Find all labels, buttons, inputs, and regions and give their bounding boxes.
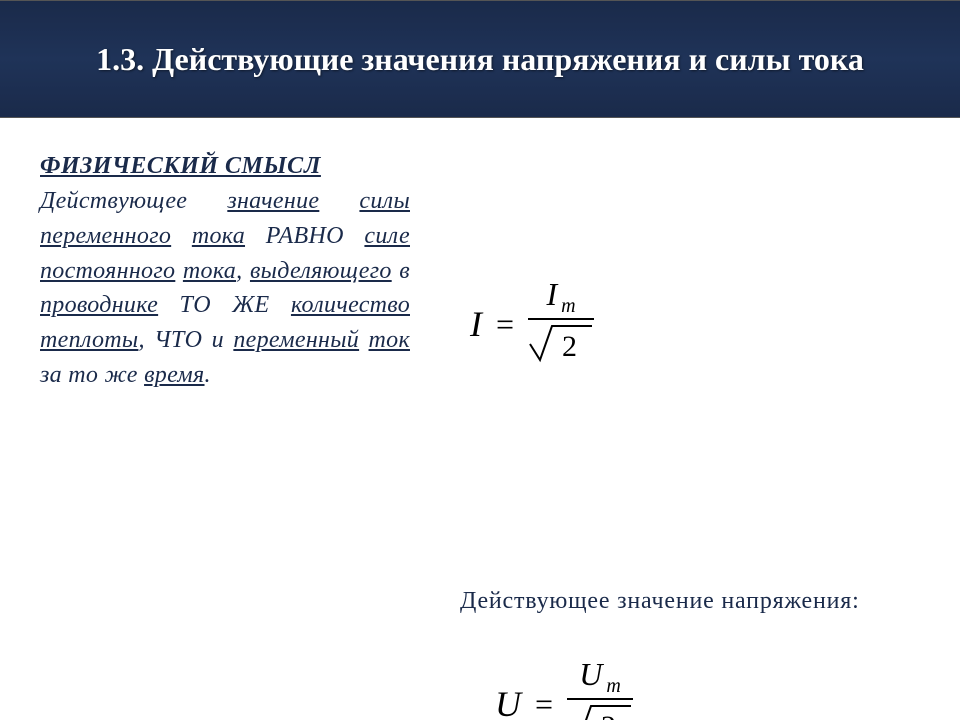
underlined-word: теплоты [40,327,138,353]
subtitle: ФИЗИЧЕСКИЙ СМЫСЛ [40,153,410,180]
plain-text: в [392,258,410,284]
underlined-word: тока [183,258,236,284]
slide-title: 1.3. Действующие значения напряжения и с… [96,37,864,82]
plain-text [175,258,183,284]
plain-text: , ЧТО и [138,327,233,353]
numerator-sub: m [606,675,620,697]
formula-current-fraction: Im 2 [528,278,594,370]
underlined-word: выделяющего [250,258,392,284]
plain-text: РАВНО [245,223,364,249]
slide-header: 1.3. Действующие значения напряжения и с… [0,0,960,118]
plain-text [319,188,359,214]
left-column: ФИЗИЧЕСКИЙ СМЫСЛ Действующее значение си… [40,153,410,393]
equals-sign: = [535,686,553,720]
numerator-main: I [546,276,557,312]
formula-voltage-denominator: 2 [567,700,633,720]
formula-current: I = Im 2 [470,278,594,370]
radicand: 2 [601,710,616,720]
voltage-label: Действующее значение напряжения: [460,588,880,615]
paragraph: Действующее значение силы переменного то… [40,184,410,393]
underlined-word: силы [359,188,410,214]
plain-text: за то же [40,362,144,388]
formula-voltage-fraction: Um 2 [567,658,633,720]
underlined-word: проводнике [40,292,158,318]
underlined-word: время [144,362,204,388]
underlined-word: силе [364,223,410,249]
plain-text: Действующее [40,188,227,214]
underlined-word: тока [192,223,245,249]
formula-voltage-lhs: U [495,683,521,720]
plain-text: . [205,362,211,388]
sqrt-icon: 2 [567,702,633,720]
formula-current-lhs: I [470,303,482,345]
formula-voltage-numerator: Um [567,658,633,698]
slide-content: ФИЗИЧЕСКИЙ СМЫСЛ Действующее значение си… [0,118,960,718]
underlined-word: переменный [233,327,359,353]
numerator-sub: m [561,295,575,317]
formula-current-denominator: 2 [528,320,594,370]
plain-text [359,327,368,353]
underlined-word: значение [227,188,319,214]
plain-text [171,223,192,249]
numerator-main: U [579,656,602,692]
underlined-word: количество [291,292,410,318]
plain-text: , [236,258,250,284]
underlined-word: переменного [40,223,171,249]
sqrt-icon: 2 [528,322,594,366]
equals-sign: = [496,306,514,343]
underlined-word: ток [369,327,410,353]
radicand: 2 [562,330,577,363]
plain-text: ТО ЖЕ [158,292,291,318]
underlined-word: постоянного [40,258,175,284]
formula-current-numerator: Im [528,278,594,318]
formula-voltage: U = Um 2 [495,658,633,720]
